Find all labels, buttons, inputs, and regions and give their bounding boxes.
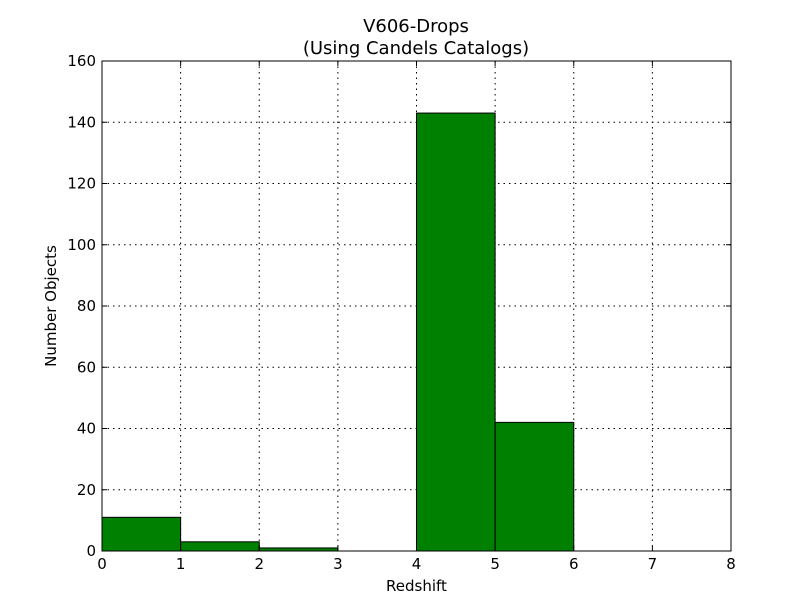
x-tick-label-0: 0 [97,555,107,573]
histogram-bar-0 [101,516,182,552]
x-tick-label-1: 1 [176,555,186,573]
y-axis-label: Number Objects [42,245,60,367]
x-tick-label-4: 4 [412,555,422,573]
x-tick-label-6: 6 [569,555,579,573]
y-tick-label-3: 60 [77,358,96,376]
x-tick-label-8: 8 [726,555,736,573]
x-tick-label-2: 2 [254,555,264,573]
x-axis-label: Redshift [386,577,447,595]
histogram-bar-1 [180,541,260,552]
x-tick-label-7: 7 [648,555,658,573]
y-tick-label-2: 40 [77,420,96,438]
y-tick-label-6: 120 [67,175,96,193]
x-tick-label-3: 3 [333,555,343,573]
y-tick-label-0: 0 [86,542,96,560]
y-tick-label-7: 140 [67,113,96,131]
y-tick-label-4: 80 [77,297,96,315]
chart-title-line-1: V606-Drops [363,16,469,37]
y-tick-label-1: 20 [77,481,96,499]
histogram-bar-5 [494,421,575,552]
y-tick-label-8: 160 [67,52,96,70]
chart-title-line-2: (Using Candels Catalogs) [303,38,529,59]
bars [101,112,575,552]
x-tick-label-5: 5 [490,555,500,573]
y-tick-label-5: 100 [67,236,96,254]
histogram-bar-4 [416,112,496,552]
